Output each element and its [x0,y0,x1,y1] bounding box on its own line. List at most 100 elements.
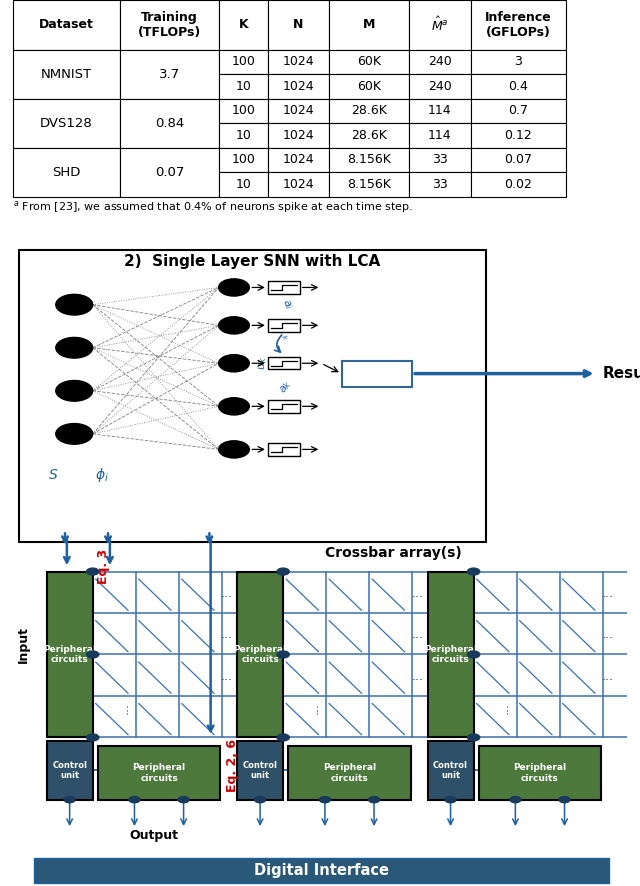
Text: ...: ... [498,702,511,713]
Text: 60K: 60K [357,80,381,93]
Bar [409,172,470,197]
Text: 0.02: 0.02 [504,178,532,190]
Text: $\hat{M}^a$: $\hat{M}^a$ [431,16,449,34]
Text: Eq. 3: Eq. 3 [97,548,110,584]
Circle shape [467,568,480,575]
Text: Crossbar array(s): Crossbar array(s) [325,546,462,560]
Bar [219,74,268,98]
Bar [268,172,329,197]
Text: Peripheral
circuits: Peripheral circuits [132,763,186,782]
Bar [409,0,470,50]
Bar [470,148,566,172]
Bar [470,172,566,197]
Text: 100: 100 [231,153,255,167]
Bar [237,571,283,737]
Circle shape [467,734,480,741]
Bar [47,571,93,737]
Bar [268,400,300,413]
Circle shape [219,441,250,458]
Bar [268,74,329,98]
Text: $\phi_i$: $\phi_i$ [95,466,109,485]
Circle shape [255,797,266,803]
Text: Peripheral
circuits: Peripheral circuits [234,645,287,664]
Circle shape [467,651,480,658]
Text: 8.156K: 8.156K [348,178,391,190]
Text: Decoder: Decoder [350,367,403,380]
Text: 60K: 60K [357,56,381,68]
Text: $S$: $S$ [47,468,58,482]
Text: ...: ... [221,670,233,682]
Circle shape [64,797,75,803]
Bar [268,281,300,293]
Bar [268,319,300,331]
Bar [13,98,120,148]
Bar [342,361,412,386]
Bar [479,746,602,799]
Text: 8.156K: 8.156K [348,153,391,167]
Bar [329,0,409,50]
Text: M: M [363,19,375,31]
Text: ...: ... [117,702,130,713]
Text: 10: 10 [236,128,251,142]
Bar [219,148,268,172]
Bar [268,0,329,50]
Bar [219,172,268,197]
Bar [268,357,300,369]
Text: SHD: SHD [52,166,81,179]
Text: $a_k$: $a_k$ [278,378,295,396]
Text: 1024: 1024 [283,178,314,190]
Text: ...: ... [412,587,423,600]
Text: 0.4: 0.4 [508,80,528,93]
Text: $G_{i,k}$: $G_{i,k}$ [270,320,294,345]
Bar [470,0,566,50]
Text: 10: 10 [236,178,251,190]
Text: Peripheral
circuits: Peripheral circuits [513,763,566,782]
Text: 0.07: 0.07 [155,166,184,179]
Text: 240: 240 [428,56,452,68]
Bar [219,98,268,123]
Text: ...: ... [308,702,321,713]
Circle shape [219,398,250,415]
Text: 28.6K: 28.6K [351,128,387,142]
Bar [219,50,268,74]
Text: 10: 10 [236,80,251,93]
Bar [470,50,566,74]
Bar [13,50,120,98]
Text: Input: Input [17,626,30,663]
Circle shape [178,797,189,803]
Bar [268,148,329,172]
Text: 28.6K: 28.6K [351,105,387,117]
Bar [120,50,219,98]
Bar [329,50,409,74]
Bar [237,741,283,799]
Bar [13,148,120,197]
Circle shape [219,317,250,334]
Circle shape [319,797,330,803]
Circle shape [86,568,99,575]
Circle shape [369,797,380,803]
Circle shape [56,294,93,315]
Text: $a_i$: $a_i$ [278,297,294,312]
Text: Inference
(GFLOPs): Inference (GFLOPs) [484,11,552,39]
Bar [329,172,409,197]
Text: ...: ... [602,587,614,600]
Bar [428,571,474,737]
Bar [120,0,219,50]
Circle shape [559,797,570,803]
Text: Training
(TFLOPs): Training (TFLOPs) [138,11,201,39]
Bar [268,50,329,74]
Bar [268,98,329,123]
Text: 0.12: 0.12 [504,128,532,142]
Text: 33: 33 [432,153,448,167]
Text: ...: ... [412,670,423,682]
Text: Result: Result [603,366,640,381]
Text: ...: ... [221,628,233,641]
Bar [219,0,268,50]
Circle shape [277,568,289,575]
Bar [13,0,120,50]
Circle shape [510,797,521,803]
Text: Digital Interface: Digital Interface [253,863,388,878]
Bar [470,98,566,123]
Bar [329,123,409,148]
Text: DVS128: DVS128 [40,117,93,129]
